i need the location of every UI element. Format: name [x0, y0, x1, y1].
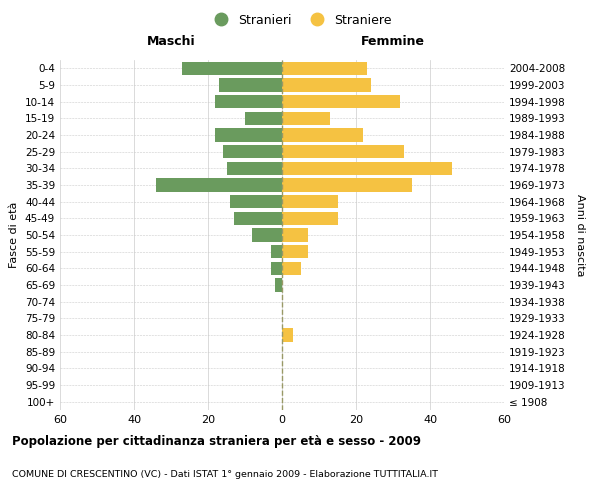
Bar: [282, 62, 367, 75]
Bar: [223, 145, 282, 158]
Text: Maschi: Maschi: [146, 36, 196, 49]
Y-axis label: Fasce di età: Fasce di età: [10, 202, 19, 268]
Bar: [219, 78, 282, 92]
Text: Popolazione per cittadinanza straniera per età e sesso - 2009: Popolazione per cittadinanza straniera p…: [12, 435, 421, 448]
Bar: [182, 62, 282, 75]
Bar: [215, 128, 282, 141]
Bar: [234, 212, 282, 225]
Bar: [215, 95, 282, 108]
Bar: [282, 162, 452, 175]
Bar: [156, 178, 282, 192]
Text: Femmine: Femmine: [361, 36, 425, 49]
Text: COMUNE DI CRESCENTINO (VC) - Dati ISTAT 1° gennaio 2009 - Elaborazione TUTTITALI: COMUNE DI CRESCENTINO (VC) - Dati ISTAT …: [12, 470, 438, 479]
Bar: [227, 162, 282, 175]
Bar: [282, 145, 404, 158]
Y-axis label: Anni di nascita: Anni di nascita: [575, 194, 585, 276]
Bar: [253, 228, 282, 241]
Bar: [282, 212, 337, 225]
Bar: [282, 195, 337, 208]
Bar: [271, 262, 282, 275]
Bar: [245, 112, 282, 125]
Bar: [282, 112, 330, 125]
Bar: [275, 278, 282, 291]
Bar: [282, 228, 308, 241]
Bar: [282, 262, 301, 275]
Bar: [282, 78, 371, 92]
Legend: Stranieri, Straniere: Stranieri, Straniere: [203, 8, 397, 32]
Bar: [282, 95, 400, 108]
Bar: [282, 328, 293, 342]
Bar: [271, 245, 282, 258]
Bar: [282, 128, 364, 141]
Bar: [282, 178, 412, 192]
Bar: [230, 195, 282, 208]
Bar: [282, 245, 308, 258]
